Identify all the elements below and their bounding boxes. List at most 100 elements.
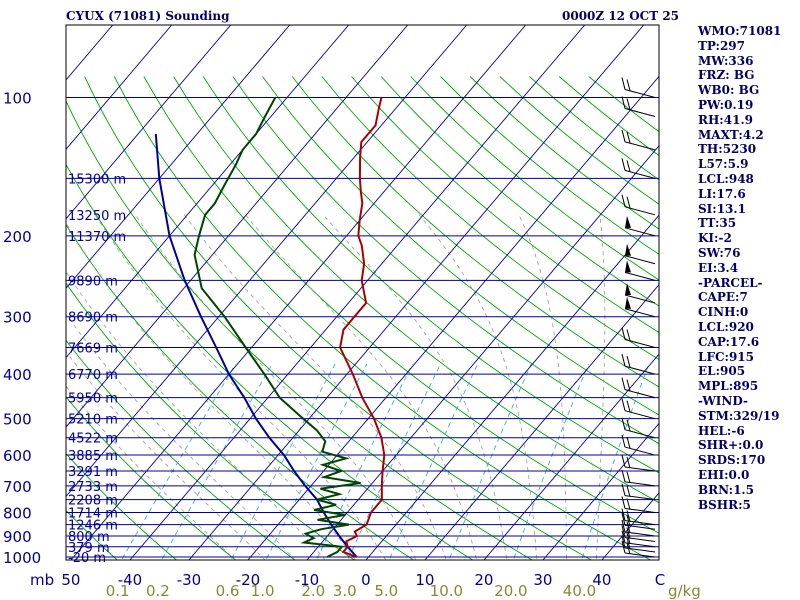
mixing-ratio-line <box>265 363 368 560</box>
pressure-tick-label: 1000 <box>3 549 41 567</box>
mixing-ratio-label: 0.1 <box>106 582 130 600</box>
height-label: 3291 m <box>68 465 118 480</box>
wind-barb <box>624 215 656 237</box>
temperature-tick-label: -20 <box>236 571 261 589</box>
index-row: MW:336 <box>698 53 754 68</box>
height-label: 5210 m <box>68 413 118 428</box>
moist-adiabat <box>94 214 387 560</box>
moist-adiabat <box>322 214 508 560</box>
isotherm <box>66 25 291 289</box>
index-row: SHR+:0.0 <box>698 438 764 453</box>
mixing-ratio-line <box>388 363 479 560</box>
wind-barb <box>621 519 656 537</box>
index-row: LI:17.6 <box>698 186 746 201</box>
index-row: SRDS:170 <box>698 453 766 468</box>
temperature-tick-label: 50 <box>61 571 80 589</box>
mixing-ratio-line <box>512 363 589 560</box>
wind-barb <box>624 296 656 318</box>
height-label: 7669 m <box>68 341 118 356</box>
index-row: TH:5230 <box>698 142 757 157</box>
temperature-tick-label: 0 <box>361 571 371 589</box>
pressure-tick-label: 100 <box>3 90 32 108</box>
wind-barb <box>621 508 656 526</box>
mixing-ratio-line <box>347 363 442 560</box>
dry-adiabat <box>66 396 237 560</box>
index-row: MAXT:4.2 <box>698 127 764 142</box>
moist-adiabat <box>66 351 266 560</box>
dry-adiabat <box>588 76 659 133</box>
moist-adiabat <box>418 214 538 560</box>
mixing-ratio-label: 0.2 <box>146 582 170 600</box>
pressure-unit-label: mb <box>30 571 54 589</box>
dewpoint-line <box>193 97 361 558</box>
height-label: 6770 m <box>68 368 118 383</box>
wind-barb <box>621 158 656 179</box>
isotherm <box>66 25 232 220</box>
pressure-tick-label: 600 <box>3 447 32 465</box>
index-row: WB0: BG <box>698 83 760 98</box>
mixing-ratio-unit: g/kg <box>668 582 701 600</box>
temperature-tick-label: 10 <box>415 571 434 589</box>
isotherm <box>70 25 527 560</box>
moist-adiabat <box>66 313 296 560</box>
dry-adiabat <box>143 76 659 534</box>
height-label: 800 m <box>68 530 110 545</box>
mixing-ratio-line <box>121 363 236 560</box>
pressure-tick-label: 700 <box>3 478 32 496</box>
mixing-ratio-label: 1.0 <box>251 582 275 600</box>
moist-adiabat <box>66 271 326 560</box>
isotherm <box>66 25 173 151</box>
wind-barb <box>621 77 656 98</box>
mixing-ratio-line <box>230 363 336 560</box>
valid-time: 0000Z 12 OCT 25 <box>562 9 679 23</box>
wind-barb <box>624 243 656 265</box>
height-label: 4522 m <box>68 432 118 447</box>
moist-adiabat <box>518 214 568 560</box>
dry-adiabat <box>529 76 659 181</box>
mixing-ratio-label: 3.0 <box>333 582 357 600</box>
index-row: WMO:71081 <box>698 24 782 38</box>
temperature-tick-label: 30 <box>533 571 552 589</box>
index-row: PW:0.19 <box>698 98 754 112</box>
wind-barb <box>621 417 656 439</box>
wind-barb <box>621 483 656 501</box>
dry-adiabat <box>66 509 118 560</box>
wind-barbs <box>621 77 656 558</box>
moist-adiabat <box>66 385 236 560</box>
index-row: EHI:0.0 <box>698 468 750 482</box>
mixing-ratio-label: 2.0 <box>301 582 325 600</box>
chart-title: CYUX (71081) Sounding <box>66 9 230 23</box>
height-label: 2208 m <box>68 494 118 509</box>
height-label: 5950 m <box>68 392 118 407</box>
wind-barb <box>624 282 656 304</box>
index-row: CINH:0 <box>698 305 749 320</box>
mixing-ratio-label: 20.0 <box>494 582 527 600</box>
index-row: L57:5.9 <box>698 157 749 172</box>
index-row: BRN:1.5 <box>698 482 754 497</box>
wind-barb <box>621 194 656 216</box>
isotherm <box>306 145 659 560</box>
index-row: LFC:915 <box>698 349 754 364</box>
wind-barb <box>621 434 656 456</box>
temperature-tick-label: -30 <box>177 571 202 589</box>
index-row: BSHR:5 <box>698 497 751 512</box>
pressure-tick-label: 200 <box>3 228 32 246</box>
height-label: 379 m <box>68 541 110 556</box>
height-label: 1714 m <box>68 506 118 521</box>
temperature-tick-label: 40 <box>592 571 611 589</box>
pressure-tick-label: 500 <box>3 411 32 429</box>
height-label: 11370 m <box>68 230 126 245</box>
pressure-tick-label: 300 <box>3 309 32 327</box>
mixing-ratio-label: 40.0 <box>563 582 596 600</box>
temperature-unit-label: C <box>655 571 665 589</box>
chart-grid <box>66 25 659 560</box>
mixing-ratio-line <box>161 363 273 560</box>
isotherm <box>542 422 659 560</box>
wind-barb <box>621 377 656 399</box>
mixing-ratio-line <box>315 363 413 560</box>
moist-adiabat <box>596 214 606 560</box>
dry-adiabat <box>66 339 296 560</box>
plot-frame <box>65 24 660 561</box>
pressure-tick-label: 900 <box>3 528 32 546</box>
